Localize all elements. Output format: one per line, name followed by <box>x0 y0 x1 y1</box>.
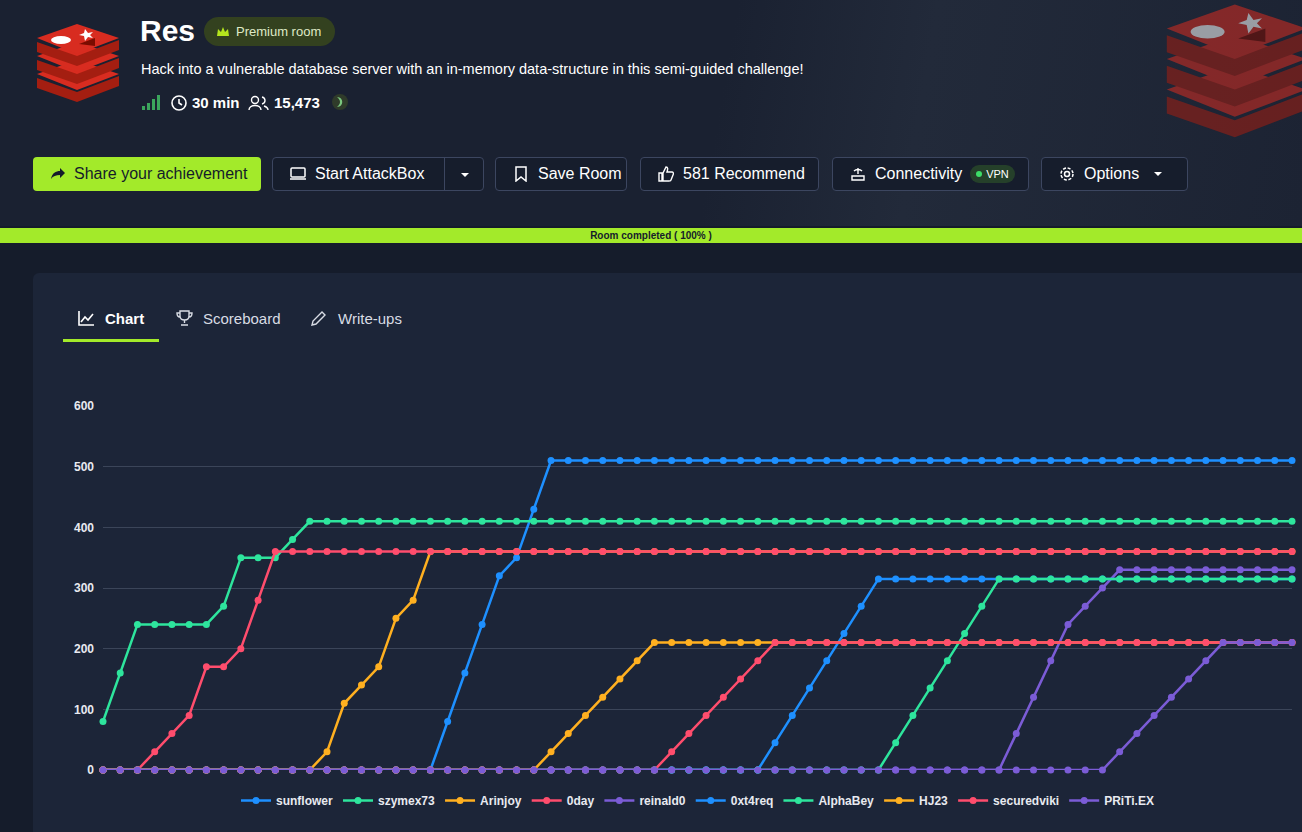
html-text:Chart: Chart <box>105 309 145 327</box>
html-text:Write-ups: Write-ups <box>338 309 402 327</box>
html-text:Room completed ( 100% ): Room completed ( 100% ) <box>590 230 712 241</box>
svg-text:0day: 0day <box>567 794 595 808</box>
html-text:Scoreboard: Scoreboard <box>203 309 281 327</box>
html-text:Options: Options <box>1084 165 1140 182</box>
svg-text:400: 400 <box>74 521 94 535</box>
svg-text:sunflower: sunflower <box>276 794 333 808</box>
svg-text:AlphaBey: AlphaBey <box>818 794 874 808</box>
html-text:Hack into a vulnerable databas: Hack into a vulnerable database server w… <box>141 61 804 77</box>
html-text:Start AttackBox: Start AttackBox <box>315 165 425 182</box>
svg-text:600: 600 <box>74 399 94 413</box>
svg-text:PRiTi.EX: PRiTi.EX <box>1104 794 1154 808</box>
svg-text:300: 300 <box>74 581 94 595</box>
html-text:Res: Res <box>140 14 195 47</box>
svg-text:reinald0: reinald0 <box>639 794 685 808</box>
html-text:Connectivity: Connectivity <box>875 165 963 182</box>
svg-text:100: 100 <box>74 703 94 717</box>
svg-text:0xt4req: 0xt4req <box>731 794 774 808</box>
html-text:Save Room: Save Room <box>538 165 622 182</box>
svg-text:szymex73: szymex73 <box>378 794 435 808</box>
html-text:581 Recommend: 581 Recommend <box>683 165 805 182</box>
svg-text:securedviki: securedviki <box>993 794 1059 808</box>
html-text:VPN: VPN <box>986 168 1009 180</box>
html-text:15,473: 15,473 <box>274 94 320 111</box>
svg-text:500: 500 <box>74 460 94 474</box>
html-text:Premium room: Premium room <box>236 24 322 39</box>
svg-text:0: 0 <box>87 763 94 777</box>
svg-text:200: 200 <box>74 642 94 656</box>
html-text:Share your achievement: Share your achievement <box>74 165 248 182</box>
html-text:30 min: 30 min <box>192 94 240 111</box>
svg-text:HJ23: HJ23 <box>919 794 948 808</box>
svg-text:Arinjoy: Arinjoy <box>480 794 522 808</box>
